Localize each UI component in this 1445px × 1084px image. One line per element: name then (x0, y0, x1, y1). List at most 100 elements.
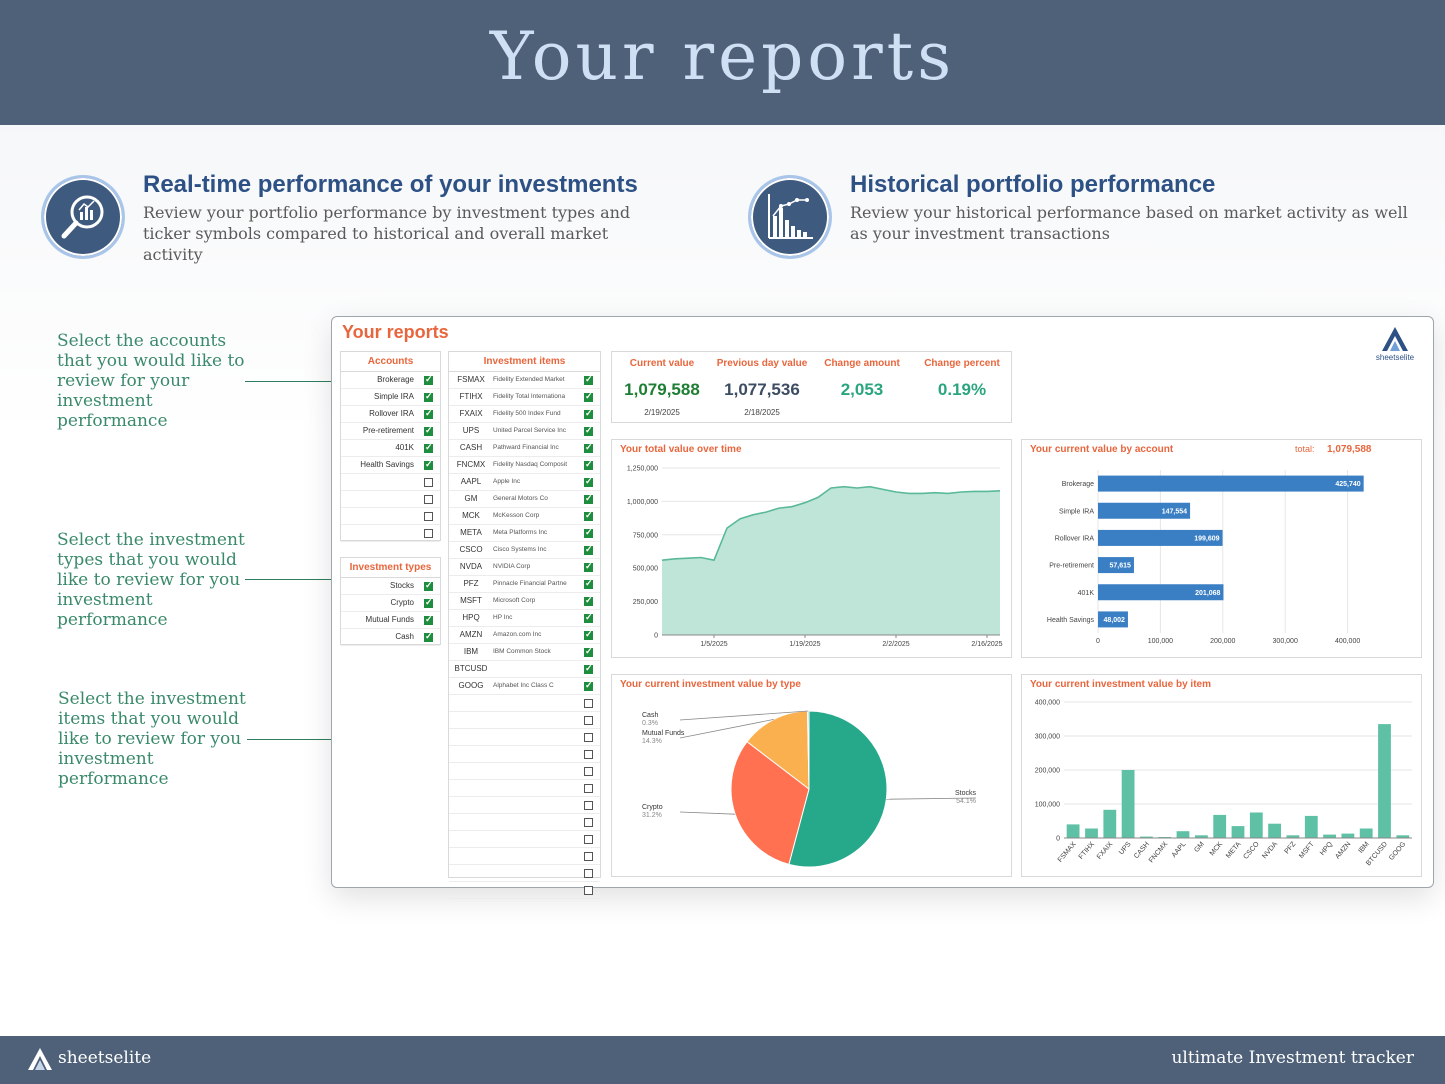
ticker-label: META (460, 528, 482, 537)
vbar-bar (1323, 834, 1336, 838)
filter-checkbox[interactable] (584, 699, 593, 708)
item-filter-row: MSFT Microsoft Corp (449, 593, 600, 610)
filter-checkbox[interactable] (584, 561, 593, 572)
vbar-bar (1066, 824, 1080, 838)
filter-row: Health Savings (341, 457, 440, 474)
filter-checkbox[interactable] (424, 495, 433, 504)
item-name-label: General Motors Co (493, 495, 548, 502)
filter-checkbox[interactable] (584, 578, 593, 589)
vbar-bar (1085, 828, 1098, 838)
area-x-tick: 1/5/2025 (700, 641, 727, 648)
item-name-label: Pinnacle Financial Partne (493, 580, 567, 587)
filter-checkbox[interactable] (584, 374, 593, 385)
filter-checkbox[interactable] (584, 476, 593, 487)
item-name-label: Fidelity Total Internationa (493, 393, 566, 400)
filter-checkbox[interactable] (424, 529, 433, 538)
vbar-bar (1103, 809, 1117, 838)
pie-slice (788, 710, 888, 868)
filter-checkbox[interactable] (584, 442, 593, 453)
filter-checkbox[interactable] (584, 493, 593, 504)
account-chart-title: Your current value by account (1030, 444, 1174, 455)
vbar-bar (1341, 833, 1355, 838)
filter-checkbox[interactable] (584, 595, 593, 606)
account-total-value: 1,079,588 (1327, 444, 1372, 455)
kpi-panel: Current value 1,079,588 2/19/2025 Previous … (611, 351, 1012, 423)
kpi-value: 2,053 (840, 380, 884, 399)
filter-checkbox[interactable] (584, 391, 593, 402)
filter-checkbox[interactable] (424, 597, 433, 608)
account-total-label: total: (1295, 444, 1315, 454)
hbar-bar (1098, 502, 1191, 519)
filter-checkbox[interactable] (584, 869, 593, 878)
item-name-label: Amazon.com Inc (493, 631, 542, 638)
filter-checkbox[interactable] (424, 391, 433, 402)
filter-checkbox[interactable] (584, 646, 593, 657)
filter-checkbox[interactable] (584, 544, 593, 555)
filter-checkbox[interactable] (424, 459, 433, 470)
filter-checkbox[interactable] (584, 680, 593, 691)
filter-checkbox[interactable] (584, 835, 593, 844)
hbar-bar (1098, 611, 1128, 628)
accounts-header: Accounts (341, 352, 440, 372)
item-name-label: Apple Inc (493, 478, 521, 485)
filter-checkbox[interactable] (424, 442, 433, 453)
filter-checkbox[interactable] (584, 750, 593, 759)
vbar-bar (1396, 835, 1410, 838)
item-filter-row: MCK McKesson Corp (449, 508, 600, 525)
filter-checkbox[interactable] (584, 886, 593, 895)
filter-checkbox[interactable] (584, 733, 593, 742)
filter-checkbox[interactable] (424, 425, 433, 436)
vbar-category-label: MSFT (1298, 840, 1316, 860)
item-name-label: United Parcel Service Inc (493, 427, 566, 434)
filter-checkbox[interactable] (584, 784, 593, 793)
filter-checkbox[interactable] (584, 767, 593, 776)
pie-category-label: Cash (642, 712, 658, 719)
filter-checkbox[interactable] (584, 629, 593, 640)
filter-checkbox[interactable] (584, 716, 593, 725)
callout-accounts: Select the accounts that you would like … (57, 331, 245, 431)
filter-checkbox[interactable] (424, 408, 433, 419)
filter-checkbox[interactable] (584, 801, 593, 810)
hbar-category-label: Rollover IRA (1055, 535, 1095, 542)
filter-checkbox[interactable] (584, 459, 593, 470)
filter-checkbox[interactable] (584, 612, 593, 623)
callout-line-accounts (245, 381, 340, 382)
account-value-chart: Your current value by account total: 1,0… (1021, 439, 1422, 658)
filter-checkbox[interactable] (584, 510, 593, 521)
filter-checkbox[interactable] (424, 374, 433, 385)
filter-checkbox[interactable] (584, 425, 593, 436)
filter-checkbox[interactable] (584, 663, 593, 674)
item-filter-row: GM General Motors Co (449, 491, 600, 508)
item-filter-row: AMZN Amazon.com Inc (449, 627, 600, 644)
filter-checkbox[interactable] (424, 512, 433, 521)
item-name-label: McKesson Corp (493, 512, 540, 519)
vbar-bar (1359, 828, 1373, 838)
filter-row: 401K (341, 440, 440, 457)
item-filter-row: IBM IBM Common Stock (449, 644, 600, 661)
page-title: Your reports (489, 18, 956, 95)
filter-checkbox[interactable] (584, 408, 593, 419)
hbar-category-label: Simple IRA (1059, 508, 1094, 515)
filter-checkbox[interactable] (424, 614, 433, 625)
item-chart-title: Your current investment value by item (1030, 679, 1211, 690)
filter-checkbox[interactable] (584, 852, 593, 861)
item-filter-row (449, 797, 600, 814)
types-filter-panel: Investment types Stocks Crypto Mutual Fund… (340, 557, 441, 646)
filter-checkbox[interactable] (424, 478, 433, 487)
filter-checkbox[interactable] (584, 527, 593, 538)
vbar-category-label: IBM (1357, 841, 1370, 855)
ticker-label: HPQ (462, 613, 480, 622)
filter-checkbox[interactable] (424, 580, 433, 591)
callout-line-types (245, 579, 340, 580)
item-name-label: Cisco Systems Inc (493, 546, 547, 553)
filter-label: Crypto (390, 598, 414, 607)
sheetselite-logo-icon (28, 1048, 52, 1070)
ticker-label: NVDA (459, 562, 483, 571)
item-filter-row (449, 780, 600, 797)
item-filter-row (449, 882, 600, 899)
filter-checkbox[interactable] (584, 818, 593, 827)
kpi-label: Change amount (824, 358, 900, 369)
feature-desc-historical: Review your historical performance based… (850, 203, 1408, 243)
filter-checkbox[interactable] (424, 631, 433, 642)
